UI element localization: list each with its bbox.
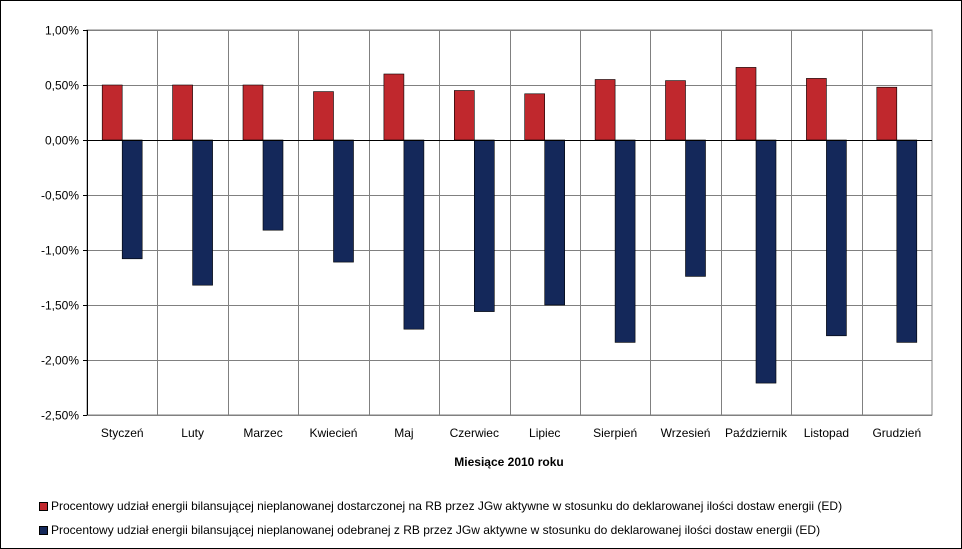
- x-tick-label: Październik: [725, 426, 788, 440]
- bars: [101, 67, 918, 384]
- x-tick-label: Luty: [181, 426, 204, 440]
- bar-delivered: [806, 78, 827, 141]
- x-tick-label: Czerwiec: [450, 426, 499, 440]
- x-tick-label: Styczeń: [101, 426, 144, 440]
- bar-received: [896, 139, 918, 343]
- bar-delivered: [101, 84, 123, 141]
- y-tick-label: 0,00%: [45, 134, 79, 148]
- bar-received: [262, 139, 284, 231]
- bar-delivered: [242, 84, 264, 141]
- bar-received: [403, 139, 425, 330]
- legend-label-received: Procentowy udział energii bilansującej n…: [51, 523, 821, 537]
- bar-received: [192, 139, 213, 286]
- bar-delivered: [313, 91, 334, 141]
- bar-received: [333, 139, 354, 263]
- plot-area: [86, 29, 933, 416]
- bar-delivered: [524, 93, 546, 141]
- axes: [83, 30, 932, 416]
- x-tick-label: Sierpień: [593, 426, 637, 440]
- bar-delivered: [453, 90, 475, 141]
- x-tick-label: Kwiecień: [309, 426, 357, 440]
- x-tick-labels: Styczeń Luty Marzec Kwiecień Maj Czerwiec Lipi…: [101, 426, 921, 440]
- legend-item-delivered: Procentowy udział energii bilansującej n…: [39, 494, 954, 518]
- bar-received: [544, 139, 566, 306]
- x-tick-label: Grudzień: [872, 426, 921, 440]
- bar-received: [755, 139, 777, 384]
- x-tick-label: Wrzesień: [661, 426, 711, 440]
- legend: Procentowy udział energii bilansującej n…: [39, 494, 954, 542]
- y-tick-label: 1,00%: [45, 24, 79, 38]
- legend-swatch-received: [39, 525, 48, 535]
- legend-swatch-delivered: [39, 501, 48, 511]
- legend-label-delivered: Procentowy udział energii bilansującej n…: [51, 499, 843, 513]
- bar-delivered: [665, 80, 686, 141]
- gridlines: [86, 29, 933, 416]
- bar-delivered: [876, 86, 898, 141]
- y-tick-label: -2,00%: [41, 354, 79, 368]
- bar-delivered: [383, 73, 405, 141]
- x-tick-label: Lipiec: [529, 426, 560, 440]
- bar-delivered: [594, 79, 616, 141]
- x-tick-label: Marzec: [243, 426, 282, 440]
- bar-received: [685, 139, 706, 277]
- bar-received: [614, 139, 636, 343]
- x-tick-label: Maj: [394, 426, 413, 440]
- y-tick-label: -1,00%: [41, 244, 79, 258]
- y-tick-labels: 1,00% 0,50% 0,00% -0,50% -1,00% -1,50% -2,00% -…: [41, 24, 79, 423]
- bar-received: [826, 139, 847, 337]
- x-tick-label: Listopad: [804, 426, 849, 440]
- bar-delivered: [735, 67, 757, 141]
- legend-item-received: Procentowy udział energii bilansującej n…: [39, 518, 954, 542]
- x-axis-title: Miesiące 2010 roku: [454, 455, 563, 469]
- bar-received: [121, 139, 143, 260]
- y-tick-label: -2,50%: [41, 409, 79, 423]
- y-tick-label: 0,50%: [45, 79, 79, 93]
- bar-delivered: [172, 84, 193, 141]
- y-tick-label: -1,50%: [41, 299, 79, 313]
- y-tick-label: -0,50%: [41, 189, 79, 203]
- bar-received: [473, 139, 495, 312]
